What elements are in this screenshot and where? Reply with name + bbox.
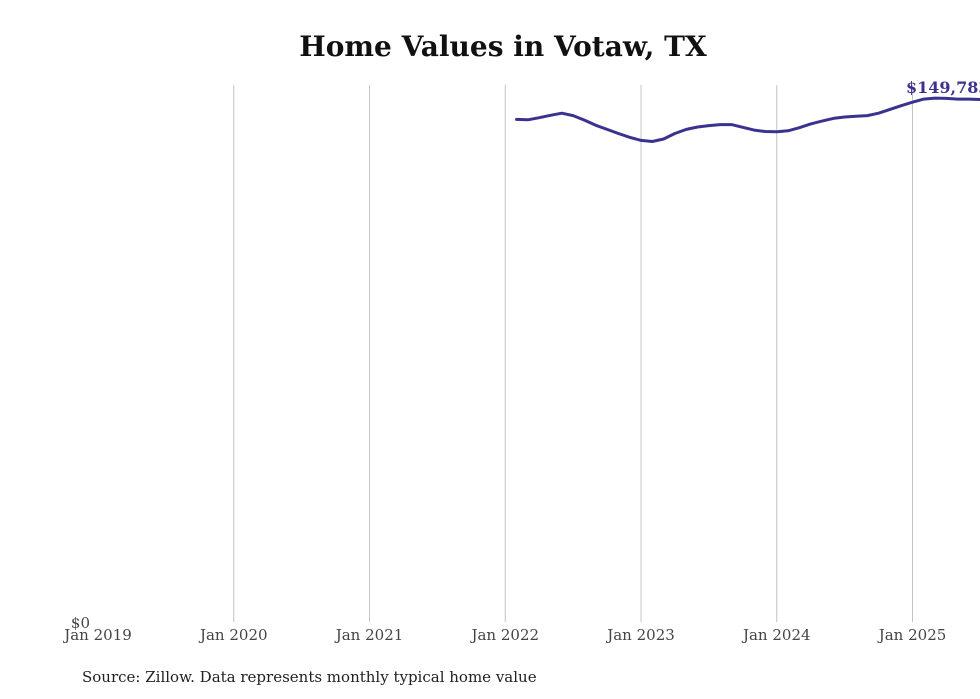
series-line: [515, 96, 980, 143]
series-layer: [515, 96, 980, 143]
chart-title: Home Values in Votaw, TX: [299, 30, 707, 63]
end-value-label: $149,783: [906, 78, 980, 97]
x-tick-label: Jan 2025: [877, 626, 947, 644]
x-tick-label: Jan 2024: [741, 626, 811, 644]
y-tick-label: $0: [71, 614, 90, 632]
source-note: Source: Zillow. Data represents monthly …: [82, 668, 537, 686]
x-tick-label: Jan 2020: [198, 626, 268, 644]
x-tick-label: Jan 2023: [605, 626, 675, 644]
x-tick-label: Jan 2022: [469, 626, 539, 644]
x-tick-label: Jan 2021: [334, 626, 404, 644]
tick-labels: Jan 2019 Jan 2020 Jan 2021 Jan 2022 Jan 2023…: [62, 78, 980, 644]
x-tick-label: Jan 2019: [62, 626, 132, 644]
grid-lines: [233, 85, 913, 622]
